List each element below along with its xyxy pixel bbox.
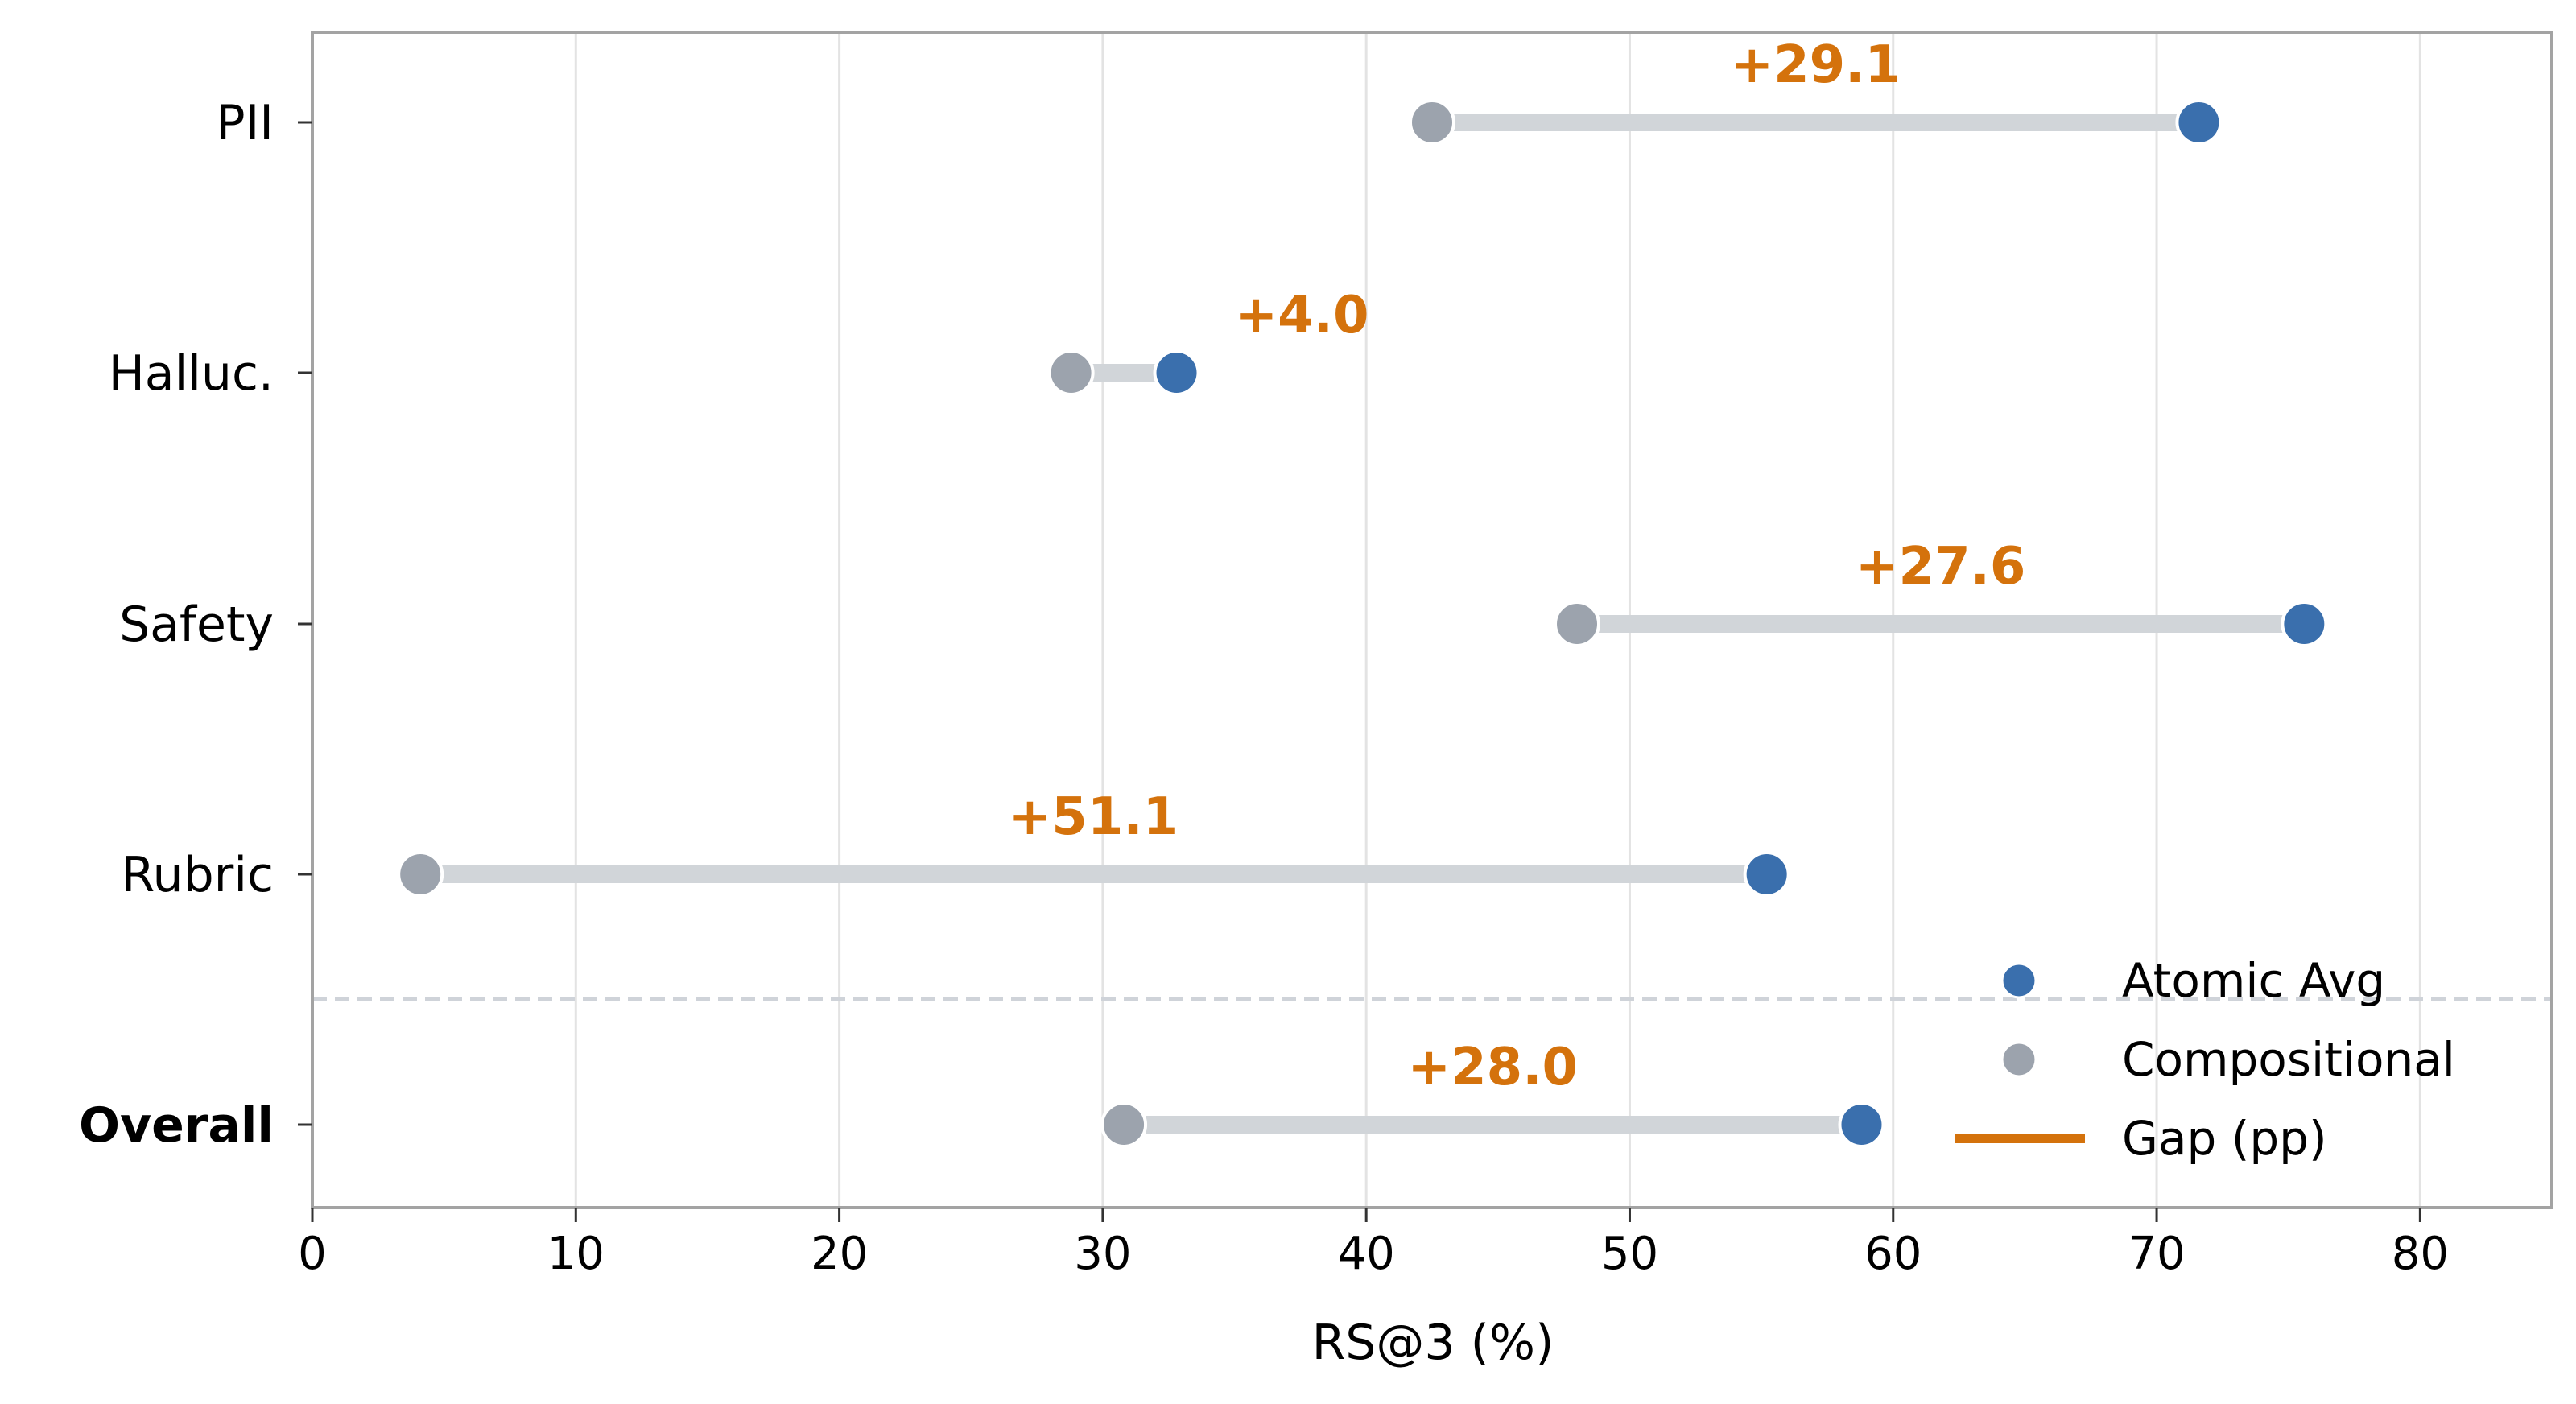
x-tick-label-30: 30 xyxy=(1074,1228,1131,1280)
y-ticks: PII Halluc. Safety Rubric Overall xyxy=(79,95,312,1154)
x-tick-label-70: 70 xyxy=(2128,1228,2185,1280)
y-tick-label-3: Rubric xyxy=(122,847,274,903)
atomic-point-1 xyxy=(1153,349,1200,396)
legend-gap-label: Gap (pp) xyxy=(2122,1111,2327,1166)
x-tick-label-0: 0 xyxy=(298,1228,327,1280)
legend-compositional-marker xyxy=(2000,1041,2037,1078)
atomic-point-0 xyxy=(2175,99,2223,146)
x-tick-label-60: 60 xyxy=(1864,1228,1922,1280)
y-tick-label-0: PII xyxy=(216,95,274,151)
y-tick-label-2: Safety xyxy=(119,597,274,653)
x-tick-label-20: 20 xyxy=(811,1228,868,1280)
legend-compositional-label: Compositional xyxy=(2122,1032,2455,1087)
gap-label-2: +27.6 xyxy=(1856,537,2026,597)
gap-label-1: +4.0 xyxy=(1235,286,1369,345)
legend: Atomic Avg Compositional Gap (pp) xyxy=(1955,953,2455,1166)
legend-atomic-marker xyxy=(2000,962,2037,999)
compositional-point-2 xyxy=(1554,601,1601,647)
compositional-point-4 xyxy=(1100,1101,1148,1148)
gap-label-4: +28.0 xyxy=(1408,1038,1579,1097)
points xyxy=(397,99,2328,1148)
compositional-point-3 xyxy=(397,851,444,898)
atomic-point-4 xyxy=(1838,1101,1885,1148)
x-axis-title: RS@3 (%) xyxy=(1312,1315,1554,1371)
plot-frame xyxy=(311,31,2553,1209)
compositional-point-1 xyxy=(1047,349,1095,396)
x-tick-label-80: 80 xyxy=(2392,1228,2449,1280)
x-tick-label-50: 50 xyxy=(1601,1228,1658,1280)
legend-atomic-label: Atomic Avg xyxy=(2122,953,2385,1008)
x-tick-label-40: 40 xyxy=(1338,1228,1395,1280)
gap-label-0: +29.1 xyxy=(1730,35,1901,95)
atomic-point-3 xyxy=(1743,851,1790,898)
x-tick-label-10: 10 xyxy=(547,1228,605,1280)
x-ticks: 0 10 20 30 40 50 60 70 80 xyxy=(298,1208,2449,1280)
atomic-point-2 xyxy=(2281,601,2328,647)
gap-labels: +29.1 +4.0 +27.6 +51.1 +28.0 xyxy=(1009,35,2026,1097)
y-tick-label-1: Halluc. xyxy=(109,345,274,402)
connectors xyxy=(420,114,2305,1134)
compositional-point-0 xyxy=(1409,99,1455,146)
gap-label-3: +51.1 xyxy=(1009,787,1179,847)
y-tick-label-4: Overall xyxy=(79,1097,274,1154)
